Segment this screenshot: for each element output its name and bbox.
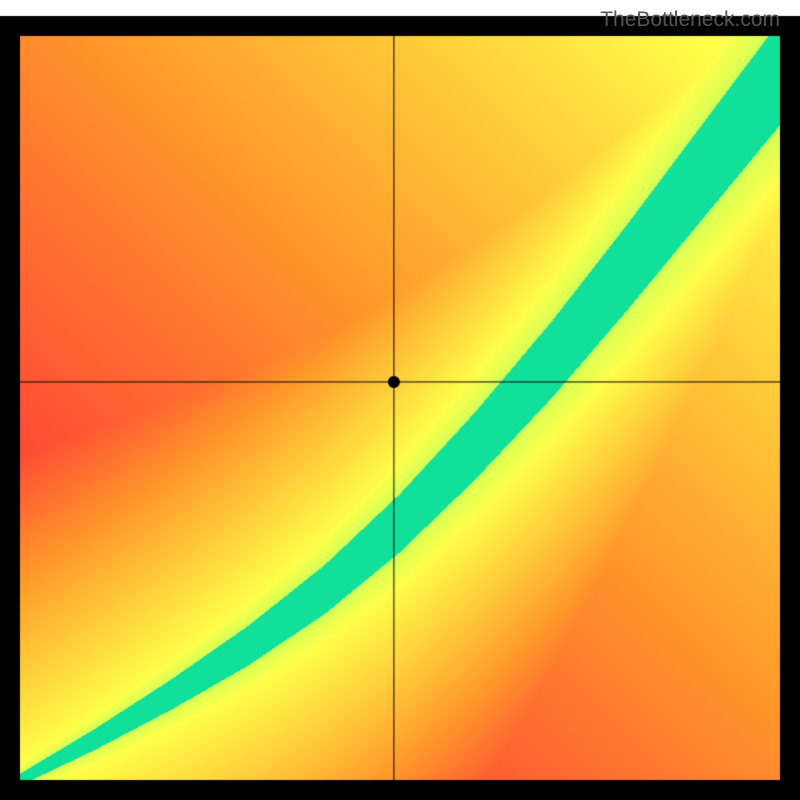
heatmap-chart	[0, 0, 800, 800]
attribution-label: TheBottleneck.com	[600, 8, 780, 32]
